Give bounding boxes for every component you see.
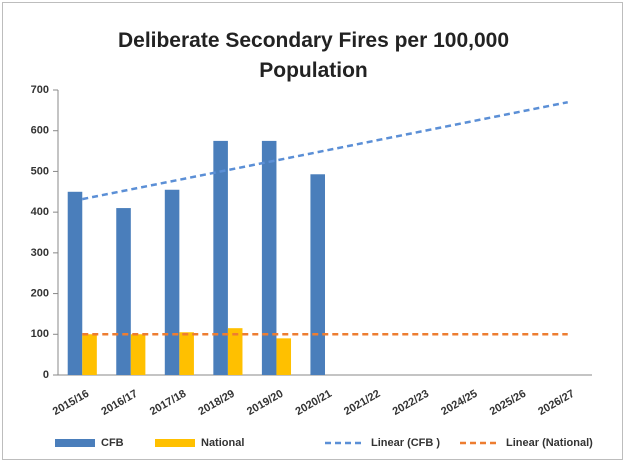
x-tick-label: 2019/20	[245, 388, 285, 418]
legend-swatch	[55, 439, 95, 447]
y-tick-label: 700	[31, 84, 49, 96]
chart-frame	[2, 2, 623, 460]
bar	[276, 338, 292, 375]
legend-swatch	[155, 439, 195, 447]
bar	[82, 334, 97, 375]
bar	[67, 191, 83, 375]
bar	[116, 208, 131, 375]
legend-label: National	[201, 437, 244, 449]
legend-label: CFB	[101, 437, 124, 449]
x-tick-label: 2026/27	[536, 388, 576, 418]
y-tick-label: 400	[31, 206, 49, 218]
bar	[213, 140, 228, 375]
x-tick-label: 2022/23	[391, 388, 431, 418]
y-tick-label: 200	[31, 287, 49, 299]
y-tick-label: 500	[31, 165, 49, 177]
bar	[130, 334, 146, 375]
y-tick-label: 600	[31, 125, 49, 137]
x-tick-label: 2020/21	[294, 388, 334, 418]
x-tick-label: 2015/16	[51, 388, 91, 418]
x-tick-label: 2025/26	[488, 388, 528, 418]
y-tick-label: 0	[43, 369, 49, 381]
x-tick-label: 2016/17	[99, 388, 139, 418]
x-tick-label: 2021/22	[342, 388, 382, 418]
trend-line	[82, 100, 568, 201]
legend-label: Linear (CFB )	[371, 437, 440, 449]
x-tick-label: 2017/18	[148, 388, 188, 418]
y-tick-label: 100	[31, 328, 49, 340]
legend-label: Linear (National)	[506, 437, 593, 449]
bar	[261, 140, 277, 375]
chart-title: Deliberate Secondary Fires per 100,000 P…	[117, 29, 510, 82]
x-tick-label: 2024/25	[439, 388, 479, 418]
bar	[227, 328, 243, 375]
x-tick-label: 2018/29	[196, 388, 236, 418]
bar	[310, 174, 325, 375]
bar	[164, 189, 180, 375]
y-tick-label: 300	[31, 247, 49, 259]
bar	[179, 332, 194, 375]
